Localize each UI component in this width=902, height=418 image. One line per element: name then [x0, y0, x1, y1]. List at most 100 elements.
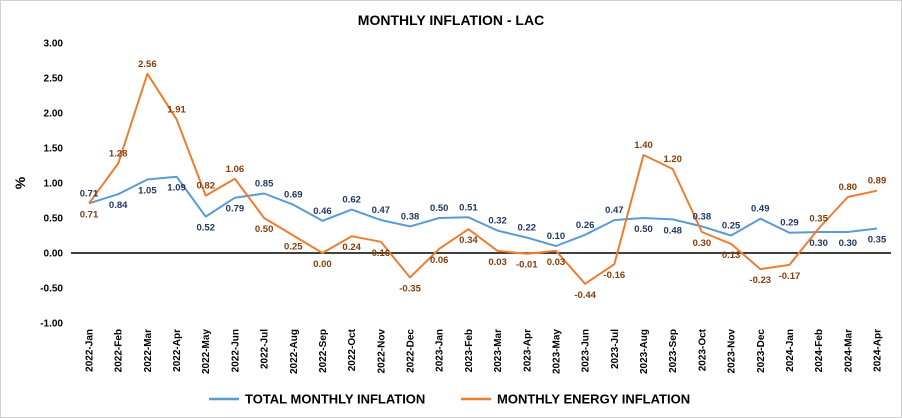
series-lines [71, 72, 891, 285]
data-label: 1.91 [167, 104, 186, 115]
x-tick-label: 2023-Nov [727, 329, 738, 374]
x-tick-label: 2022-May [201, 329, 212, 374]
x-tick-label: 2023-Dec [756, 329, 767, 373]
data-label: 2.56 [138, 59, 157, 70]
data-label: 0.32 [488, 216, 507, 227]
y-tick-label: 0.00 [44, 249, 64, 260]
data-label: 0.85 [255, 179, 274, 190]
data-label: 0.50 [634, 224, 653, 235]
data-label: 0.47 [605, 205, 624, 216]
data-label: 0.29 [780, 218, 799, 229]
data-label: -0.35 [399, 284, 421, 295]
y-axis-ticks: -1.00 -0.50 0.00 0.50 1.00 1.50 2.00 2.50 3.00 [40, 39, 63, 330]
data-label: 0.71 [80, 209, 99, 220]
data-label: 1.28 [109, 148, 128, 159]
data-label: 1.05 [138, 186, 157, 197]
data-label: 0.79 [226, 204, 245, 215]
x-tick-label: 2023-Aug [639, 329, 650, 374]
data-label: 0.69 [284, 190, 303, 201]
x-tick-label: 2023-Jan [435, 329, 446, 372]
x-tick-label: 2022-Jul [260, 329, 271, 369]
y-tick-label: 1.00 [44, 179, 64, 190]
y-axis-label: % [12, 176, 28, 189]
x-tick-label: 2022-Feb [114, 329, 125, 372]
x-tick-label: 2022-Apr [172, 329, 183, 372]
x-tick-label: 2023-May [551, 329, 562, 374]
data-label: 0.47 [372, 205, 391, 216]
y-tick-label: 3.00 [44, 39, 64, 50]
x-tick-label: 2024-Mar [843, 329, 854, 372]
data-label: 0.38 [401, 211, 420, 222]
data-label: 0.22 [518, 223, 537, 234]
x-tick-label: 2023-Oct [697, 328, 708, 371]
x-tick-label: 2022-Dec [406, 329, 417, 373]
data-label: 0.25 [722, 221, 741, 232]
data-label: 0.06 [430, 255, 449, 266]
x-tick-label: 2024-Jan [785, 329, 796, 372]
y-tick-label: 0.50 [44, 214, 64, 225]
data-label: 0.03 [488, 257, 507, 268]
data-label: 0.46 [313, 206, 332, 217]
data-label: 0.00 [313, 259, 332, 270]
data-label: 0.34 [459, 235, 478, 246]
y-tick-label: -0.50 [40, 284, 63, 295]
data-label: 1.40 [634, 140, 653, 151]
x-tick-label: 2023-Jul [610, 329, 621, 369]
data-label: 0.48 [663, 225, 682, 236]
x-tick-label: 2022-Jan [85, 329, 96, 372]
data-label: -0.23 [749, 275, 771, 286]
legend-label: MONTHLY ENERGY INFLATION [497, 392, 690, 407]
x-tick-label: 2022-Oct [347, 328, 358, 371]
data-label: 0.25 [284, 242, 303, 253]
data-label: 0.84 [109, 200, 128, 211]
data-label: 0.30 [693, 238, 712, 249]
data-label: 0.89 [868, 176, 887, 187]
data-label: 0.71 [80, 188, 99, 199]
data-label: 0.82 [196, 181, 215, 192]
x-tick-label: 2024-Apr [873, 329, 884, 372]
data-label: 0.10 [547, 231, 566, 242]
x-tick-label: 2022-Jun [230, 329, 241, 372]
x-tick-label: 2023-Sep [668, 329, 679, 373]
x-tick-label: 2023-Jun [581, 329, 592, 372]
data-label: 1.09 [167, 183, 186, 194]
x-tick-label: 2022-Mar [143, 329, 154, 372]
data-label: 0.52 [196, 223, 215, 234]
data-label: 0.80 [839, 182, 858, 193]
x-tick-label: 2022-Sep [318, 329, 329, 373]
legend: TOTAL MONTHLY INFLATION MONTHLY ENERGY IN… [209, 392, 690, 407]
data-label: 0.51 [459, 202, 478, 213]
data-label: 0.03 [547, 257, 566, 268]
data-label: 1.06 [226, 164, 245, 175]
x-tick-label: 2022-Nov [376, 329, 387, 374]
data-label: 0.13 [722, 250, 741, 261]
data-label: 0.30 [839, 238, 858, 249]
data-label: 0.24 [342, 242, 361, 253]
data-label: 0.30 [809, 238, 828, 249]
data-label: -0.16 [604, 270, 626, 281]
series-line-energy [88, 72, 878, 285]
x-tick-label: 2022-Aug [289, 329, 300, 374]
data-label: 0.16 [372, 248, 391, 259]
x-tick-label: 2023-Mar [493, 329, 504, 372]
data-label: 0.38 [693, 211, 712, 222]
data-label: -0.17 [779, 271, 801, 282]
x-tick-label: 2024-Feb [814, 329, 825, 372]
data-labels: 0.71 0.84 1.05 1.09 0.52 0.79 0.85 0.69 0.46 0.62… [80, 59, 887, 301]
legend-label: TOTAL MONTHLY INFLATION [245, 392, 425, 407]
data-label: 0.50 [255, 224, 274, 235]
data-label: 0.50 [430, 203, 449, 214]
data-label: -0.01 [516, 260, 538, 271]
y-tick-label: 1.50 [44, 144, 64, 155]
x-tick-label: 2023-Feb [464, 329, 475, 372]
data-label: 0.49 [751, 204, 770, 215]
series-line-total [88, 175, 878, 247]
x-tick-label: 2023-Apr [522, 329, 533, 372]
x-axis-ticks: 2022-Jan 2022-Feb 2022-Mar 2022-Apr 2022-May… [85, 328, 884, 374]
data-label: 0.26 [576, 220, 595, 231]
y-tick-label: -1.00 [40, 319, 63, 330]
y-tick-label: 2.50 [44, 74, 64, 85]
y-tick-label: 2.00 [44, 109, 64, 120]
